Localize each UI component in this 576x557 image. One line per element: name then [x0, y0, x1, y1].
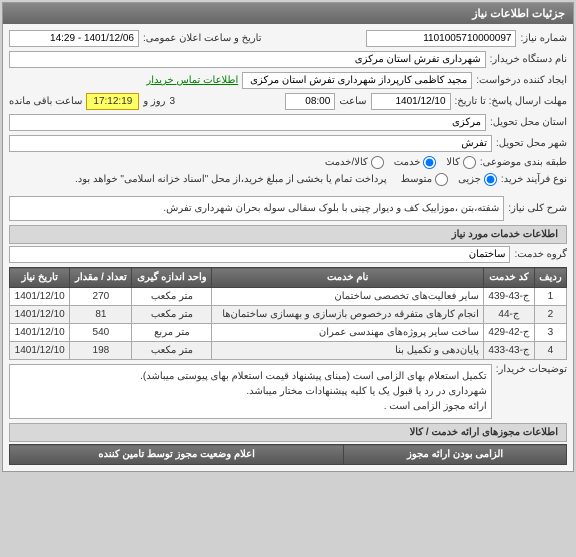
text-days: 3 — [169, 96, 175, 107]
table-cell: 1401/12/10 — [10, 306, 70, 324]
row-buyer-org: نام دستگاه خریدار: — [9, 51, 567, 68]
label-service-group: گروه خدمت: — [514, 249, 567, 260]
row-general-desc: شرح کلی نیاز: شفته،بتن ،موزاییک کف و دیو… — [9, 196, 567, 221]
note-medium: پرداخت تمام یا بخشی از مبلغ خرید،از محل … — [75, 174, 387, 185]
table-cell: متر مکعب — [132, 288, 212, 306]
th-permit-status: اعلام وضعیت مجوز توسط تامین کننده — [10, 445, 344, 465]
input-deadline-date[interactable] — [371, 93, 451, 110]
th-row: ردیف — [534, 268, 566, 288]
input-service-group[interactable] — [9, 246, 510, 263]
services-table: ردیف کد خدمت نام خدمت واحد اندازه گیری ت… — [9, 267, 567, 360]
row-requester: ایجاد کننده درخواست: اطلاعات تماس خریدار — [9, 72, 567, 89]
table-cell: پایان‌دهی و تکمیل بنا — [212, 342, 483, 360]
th-name: نام خدمت — [212, 268, 483, 288]
label-buyer-org: نام دستگاه خریدار: — [490, 54, 567, 65]
label-city: شهر محل تحویل: — [496, 138, 567, 149]
table-cell: 4 — [534, 342, 566, 360]
main-panel-body: شماره نیاز: تاریخ و ساعت اعلان عمومی: نا… — [3, 24, 573, 471]
table-row: 1ج-43-439سایر فعالیت‌های تخصصی ساختمانمت… — [10, 288, 567, 306]
input-buyer-org[interactable] — [9, 51, 486, 68]
row-buy-process: نوع فرآیند خرید: جزیی متوسط پرداخت تمام … — [9, 173, 567, 186]
input-deadline-time[interactable] — [285, 93, 335, 110]
table-cell: 270 — [70, 288, 132, 306]
table-cell: 1401/12/10 — [10, 324, 70, 342]
permits-table: الزامی بودن ارائه مجوز اعلام وضعیت مجوز … — [9, 444, 567, 465]
label-remaining: ساعت باقی مانده — [9, 96, 82, 107]
label-announce-date: تاریخ و ساعت اعلان عمومی: — [143, 33, 262, 44]
th-unit: واحد اندازه گیری — [132, 268, 212, 288]
label-time: ساعت — [339, 96, 366, 107]
table-cell: 2 — [534, 306, 566, 324]
table-cell: ساخت سایر پروژه‌های مهندسی عمران — [212, 324, 483, 342]
th-date: تاریخ نیاز — [10, 268, 70, 288]
table-cell: سایر فعالیت‌های تخصصی ساختمان — [212, 288, 483, 306]
radio-partial[interactable]: جزیی — [458, 173, 497, 186]
table-cell: ج-43-433 — [483, 342, 534, 360]
th-qty: تعداد / مقدار — [70, 268, 132, 288]
input-city[interactable] — [9, 135, 492, 152]
input-province[interactable] — [9, 114, 486, 131]
row-deadline: مهلت ارسال پاسخ: تا تاریخ: ساعت 3 روز و … — [9, 93, 567, 110]
th-code: کد خدمت — [483, 268, 534, 288]
table-cell: متر مکعب — [132, 342, 212, 360]
label-requester: ایجاد کننده درخواست: — [476, 75, 567, 86]
radio-service[interactable]: خدمت — [394, 156, 437, 169]
label-subject-type: طبقه بندی موضوعی: — [480, 157, 567, 168]
table-row: 4ج-43-433پایان‌دهی و تکمیل بنامتر مکعب19… — [10, 342, 567, 360]
row-need-number: شماره نیاز: تاریخ و ساعت اعلان عمومی: — [9, 30, 567, 47]
radio-group-subject: کالا خدمت کالا/خدمت — [325, 156, 476, 169]
main-panel: جزئیات اطلاعات نیاز شماره نیاز: تاریخ و … — [2, 2, 574, 472]
subheader-services-info: اطلاعات خدمات مورد نیاز — [9, 225, 567, 244]
radio-goods-service[interactable]: کالا/خدمت — [325, 156, 384, 169]
th-permit-required: الزامی بودن ارائه مجوز — [344, 445, 567, 465]
table-row: 3ج-42-429ساخت سایر پروژه‌های مهندسی عمرا… — [10, 324, 567, 342]
subheader-permits: اطلاعات مجوزهای ارائه خدمت / کالا — [9, 423, 567, 442]
table-cell: 1401/12/10 — [10, 342, 70, 360]
row-buyer-notes: توضیحات خریدار: تکمیل استعلام بهای الزام… — [9, 364, 567, 419]
label-days-and: روز و — [143, 96, 165, 107]
table-cell: 198 — [70, 342, 132, 360]
label-need-number: شماره نیاز: — [520, 33, 567, 44]
table-cell: 540 — [70, 324, 132, 342]
label-deadline: مهلت ارسال پاسخ: تا تاریخ: — [455, 96, 567, 107]
table-body: 1ج-43-439سایر فعالیت‌های تخصصی ساختمانمت… — [10, 288, 567, 360]
row-subject-type: طبقه بندی موضوعی: کالا خدمت کالا/خدمت — [9, 156, 567, 169]
row-province: استان محل تحویل: — [9, 114, 567, 131]
box-general-desc: شفته،بتن ،موزاییک کف و دیوار چینی با بلو… — [9, 196, 504, 221]
table-cell: ج-43-439 — [483, 288, 534, 306]
input-announce-date[interactable] — [9, 30, 139, 47]
label-province: استان محل تحویل: — [490, 117, 567, 128]
radio-goods[interactable]: کالا — [446, 156, 476, 169]
link-contact-buyer[interactable]: اطلاعات تماس خریدار — [146, 75, 238, 86]
table-cell: 1 — [534, 288, 566, 306]
input-need-number[interactable] — [366, 30, 516, 47]
box-buyer-notes: تکمیل استعلام بهای الزامی است (مبنای پیش… — [9, 364, 492, 419]
row-service-group: گروه خدمت: — [9, 246, 567, 263]
label-general-desc: شرح کلی نیاز: — [508, 203, 567, 214]
table-row: 2ج-44انجام کارهای متفرقه درخصوص بازسازی … — [10, 306, 567, 324]
permits-header-row: الزامی بودن ارائه مجوز اعلام وضعیت مجوز … — [10, 445, 567, 465]
radio-medium[interactable]: متوسط — [401, 173, 448, 186]
countdown-box: 17:12:19 — [86, 93, 139, 110]
table-cell: 3 — [534, 324, 566, 342]
table-cell: متر مربع — [132, 324, 212, 342]
row-city: شهر محل تحویل: — [9, 135, 567, 152]
table-cell: 81 — [70, 306, 132, 324]
table-header-row: ردیف کد خدمت نام خدمت واحد اندازه گیری ت… — [10, 268, 567, 288]
label-buyer-notes: توضیحات خریدار: — [496, 364, 567, 375]
table-cell: 1401/12/10 — [10, 288, 70, 306]
main-panel-title: جزئیات اطلاعات نیاز — [3, 3, 573, 24]
table-cell: ج-44 — [483, 306, 534, 324]
radio-group-process: جزیی متوسط — [401, 173, 497, 186]
input-requester[interactable] — [242, 72, 472, 89]
table-cell: ج-42-429 — [483, 324, 534, 342]
label-buy-process: نوع فرآیند خرید: — [501, 174, 567, 185]
table-cell: انجام کارهای متفرقه درخصوص بازسازی و بهس… — [212, 306, 483, 324]
table-cell: متر مکعب — [132, 306, 212, 324]
